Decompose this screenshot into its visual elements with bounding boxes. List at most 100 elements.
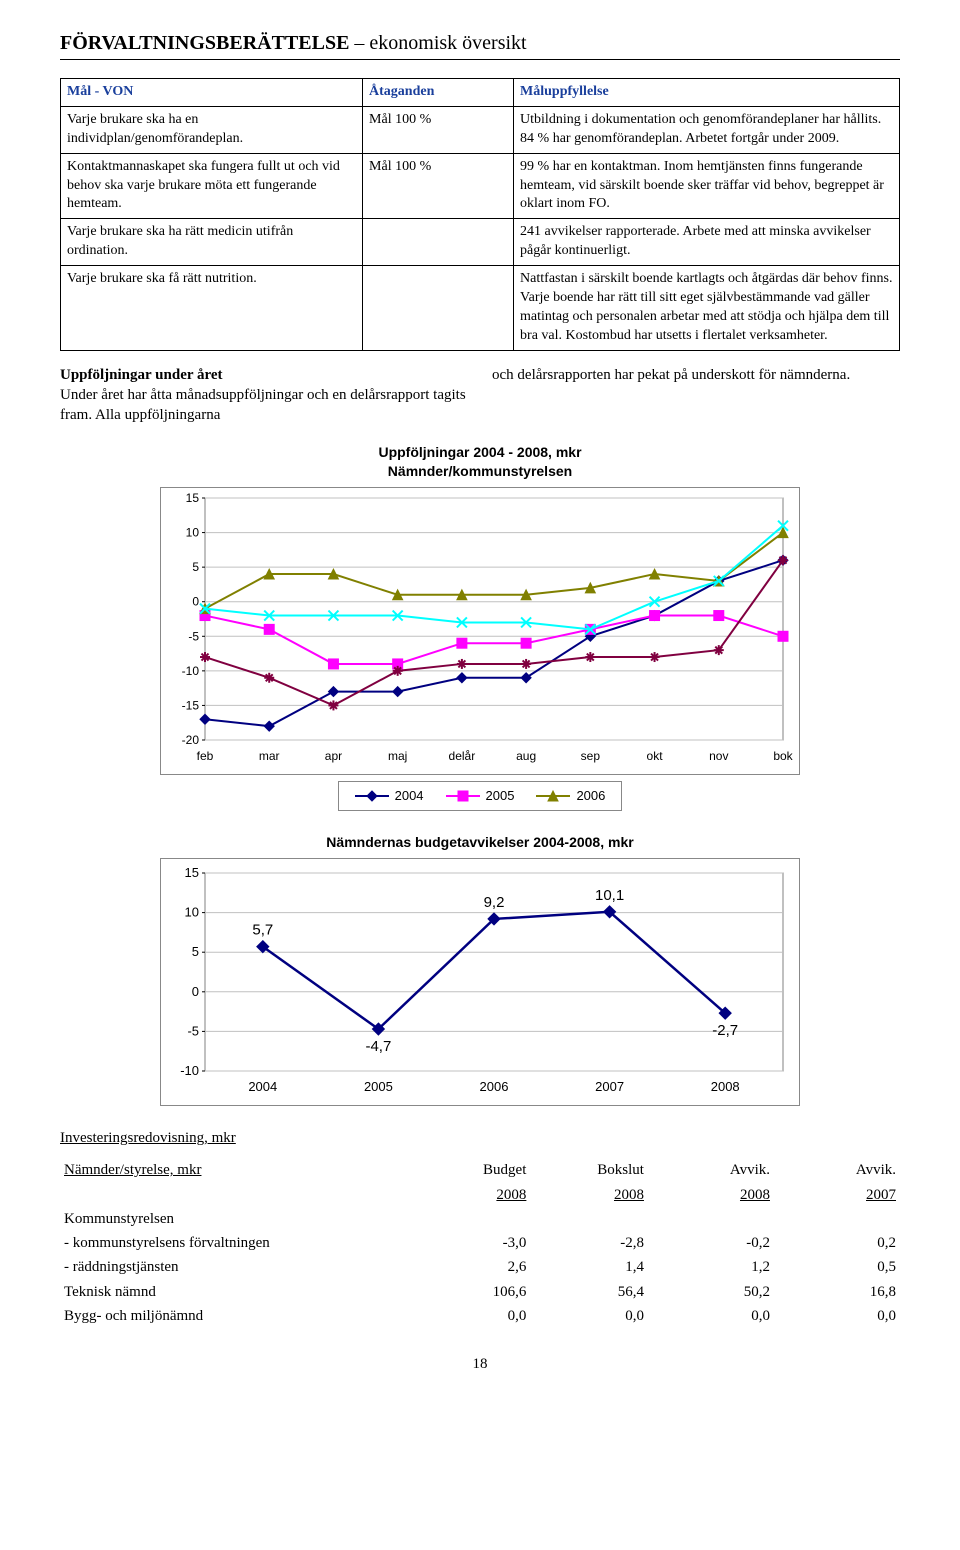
followup-right: och delårsrapporten har pekat på undersk… bbox=[492, 365, 900, 426]
legend-item: 2005 bbox=[446, 787, 515, 805]
col-header: Budget bbox=[413, 1158, 531, 1182]
followup-columns: Uppföljningar under året Under året har … bbox=[60, 365, 900, 426]
svg-text:okt: okt bbox=[647, 749, 664, 763]
svg-text:2008: 2008 bbox=[711, 1079, 740, 1094]
col-subheader bbox=[60, 1183, 413, 1207]
table-cell bbox=[648, 1207, 774, 1231]
svg-text:nov: nov bbox=[709, 749, 728, 763]
table-cell: 16,8 bbox=[774, 1280, 900, 1304]
col-header: Avvik. bbox=[648, 1158, 774, 1182]
budget-header-row: Nämnder/styrelse, mkr Budget Bokslut Avv… bbox=[60, 1158, 900, 1182]
svg-text:5: 5 bbox=[192, 560, 199, 574]
table-cell: Varje brukare ska ha en individplan/geno… bbox=[61, 106, 363, 153]
svg-text:-2,7: -2,7 bbox=[712, 1022, 738, 1039]
table-cell: 56,4 bbox=[530, 1280, 648, 1304]
budget-table: Nämnder/styrelse, mkr Budget Bokslut Avv… bbox=[60, 1158, 900, 1328]
svg-text:5,7: 5,7 bbox=[252, 922, 273, 939]
svg-text:2007: 2007 bbox=[595, 1079, 624, 1094]
table-cell: Kontaktmannaskapet ska fungera fullt ut … bbox=[61, 153, 363, 219]
chart1-plot: -20-15-10-5051015febmaraprmajdelåraugsep… bbox=[160, 487, 800, 775]
table-cell: 0,0 bbox=[413, 1304, 531, 1328]
table-cell: Kommunstyrelsen bbox=[60, 1207, 413, 1231]
table-cell: 50,2 bbox=[648, 1280, 774, 1304]
col-header: Bokslut bbox=[530, 1158, 648, 1182]
table-row: Kontaktmannaskapet ska fungera fullt ut … bbox=[61, 153, 900, 219]
table-cell: 0,0 bbox=[774, 1304, 900, 1328]
followup-right-body: och delårsrapporten har pekat på undersk… bbox=[492, 367, 850, 383]
table-cell: -3,0 bbox=[413, 1231, 531, 1255]
col-header: Avvik. bbox=[774, 1158, 900, 1182]
page-number: 18 bbox=[60, 1354, 900, 1374]
table-cell: 1,4 bbox=[530, 1255, 648, 1279]
svg-text:-5: -5 bbox=[188, 630, 199, 644]
svg-text:10: 10 bbox=[186, 526, 200, 540]
legend-item: 2004 bbox=[355, 787, 424, 805]
table-cell: 241 avvikelser rapporterade. Arbete med … bbox=[514, 219, 900, 266]
table-cell: - kommunstyrelsens förvaltningen bbox=[60, 1231, 413, 1255]
table-header-row: Mål - VON Åtaganden Måluppfyllelse bbox=[61, 79, 900, 107]
table-cell: Utbildning i dokumentation och genomföra… bbox=[514, 106, 900, 153]
goal-table: Mål - VON Åtaganden Måluppfyllelse Varje… bbox=[60, 78, 900, 351]
svg-text:2005: 2005 bbox=[364, 1079, 393, 1094]
svg-text:mar: mar bbox=[259, 749, 280, 763]
svg-text:10: 10 bbox=[185, 905, 199, 920]
chart1-svg: -20-15-10-5051015febmaraprmajdelåraugsep… bbox=[161, 488, 799, 768]
table-cell: 0,5 bbox=[774, 1255, 900, 1279]
table-cell: 0,0 bbox=[648, 1304, 774, 1328]
svg-text:apr: apr bbox=[325, 749, 342, 763]
legend-item: 2006 bbox=[536, 787, 605, 805]
svg-text:maj: maj bbox=[388, 749, 407, 763]
header-bold: FÖRVALTNINGSBERÄTTELSE bbox=[60, 32, 349, 54]
svg-text:sep: sep bbox=[581, 749, 601, 763]
chart1-title: Uppföljningar 2004 - 2008, mkr Nämnder/k… bbox=[160, 443, 800, 481]
table-cell: Teknisk nämnd bbox=[60, 1280, 413, 1304]
table-cell bbox=[774, 1207, 900, 1231]
table-cell: - räddningstjänsten bbox=[60, 1255, 413, 1279]
table-cell: 99 % har en kontaktman. Inom hemtjänsten… bbox=[514, 153, 900, 219]
table-row: Varje brukare ska ha en individplan/geno… bbox=[61, 106, 900, 153]
header-light: – ekonomisk översikt bbox=[349, 32, 526, 54]
svg-text:-15: -15 bbox=[182, 699, 200, 713]
table-cell bbox=[530, 1207, 648, 1231]
table-row: - kommunstyrelsens förvaltningen-3,0-2,8… bbox=[60, 1231, 900, 1255]
table-cell: 2,6 bbox=[413, 1255, 531, 1279]
svg-text:0: 0 bbox=[192, 984, 199, 999]
table-row: Teknisk nämnd106,656,450,216,8 bbox=[60, 1280, 900, 1304]
svg-text:-20: -20 bbox=[182, 733, 200, 747]
svg-text:-5: -5 bbox=[187, 1023, 199, 1038]
svg-text:5: 5 bbox=[192, 944, 199, 959]
table-cell: Mål 100 % bbox=[363, 106, 514, 153]
svg-text:aug: aug bbox=[516, 749, 536, 763]
table-cell bbox=[363, 266, 514, 351]
col-subheader: 2007 bbox=[774, 1183, 900, 1207]
table-cell: 1,2 bbox=[648, 1255, 774, 1279]
svg-text:-4,7: -4,7 bbox=[365, 1038, 391, 1055]
table-cell: Varje brukare ska få rätt nutrition. bbox=[61, 266, 363, 351]
table-cell: -2,8 bbox=[530, 1231, 648, 1255]
svg-text:15: 15 bbox=[186, 491, 200, 505]
table-row: Bygg- och miljönämnd0,00,00,00,0 bbox=[60, 1304, 900, 1328]
col-header: Mål - VON bbox=[61, 79, 363, 107]
table-cell: 106,6 bbox=[413, 1280, 531, 1304]
table-cell: Mål 100 % bbox=[363, 153, 514, 219]
invest-title: Investeringsredovisning, mkr bbox=[60, 1128, 900, 1148]
table-row: Varje brukare ska ha rätt medicin utifrå… bbox=[61, 219, 900, 266]
col-header: Åtaganden bbox=[363, 79, 514, 107]
svg-text:bok: bok bbox=[773, 749, 793, 763]
svg-text:15: 15 bbox=[185, 865, 199, 880]
table-cell bbox=[363, 219, 514, 266]
chart2-title: Nämndernas budgetavvikelser 2004-2008, m… bbox=[160, 833, 800, 852]
col-header: Nämnder/styrelse, mkr bbox=[60, 1158, 413, 1182]
svg-text:10,1: 10,1 bbox=[595, 887, 624, 904]
followup-left-body: Under året har åtta månadsuppföljningar … bbox=[60, 387, 466, 423]
table-cell: 0,2 bbox=[774, 1231, 900, 1255]
svg-text:0: 0 bbox=[192, 595, 199, 609]
table-cell bbox=[413, 1207, 531, 1231]
svg-text:-10: -10 bbox=[182, 664, 200, 678]
col-subheader: 2008 bbox=[413, 1183, 531, 1207]
col-subheader: 2008 bbox=[530, 1183, 648, 1207]
followup-title: Uppföljningar under året bbox=[60, 367, 223, 383]
followup-left: Uppföljningar under året Under året har … bbox=[60, 365, 468, 426]
chart-budgetavvikelser: Nämndernas budgetavvikelser 2004-2008, m… bbox=[160, 833, 800, 1106]
chart2-plot: -10-5051015200420052006200720085,7-4,79,… bbox=[160, 858, 800, 1106]
